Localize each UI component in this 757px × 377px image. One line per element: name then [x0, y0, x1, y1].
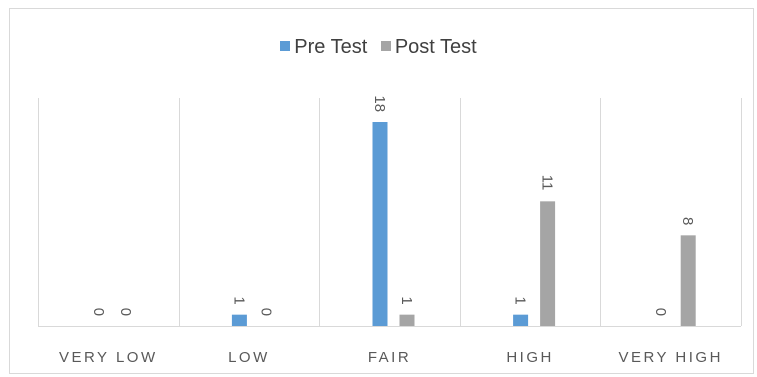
- bar-post-test-high: [540, 201, 556, 326]
- data-label-post-test-fair: 1: [398, 296, 415, 304]
- legend-item-post-test: Post Test: [380, 36, 477, 59]
- data-label-pre-test-very-high: 0: [652, 308, 669, 316]
- data-label-post-test-low: 0: [257, 308, 274, 316]
- category-label-fair: FAIR: [368, 349, 411, 366]
- legend-item-pre-test: Pre Test: [280, 36, 367, 59]
- data-label-post-test-very-low: 0: [117, 308, 134, 316]
- bar-pre-test-fair: [372, 122, 388, 326]
- category-label-very-low: VERY LOW: [59, 349, 158, 366]
- legend-label-post-test: Post Test: [394, 36, 477, 58]
- data-label-post-test-very-high: 8: [679, 217, 696, 225]
- legend-label-pre-test: Pre Test: [294, 36, 368, 58]
- data-label-pre-test-high: 1: [512, 296, 529, 304]
- category-label-very-high: VERY HIGH: [618, 349, 722, 366]
- bar-post-test-fair: [399, 314, 415, 326]
- data-label-pre-test-very-low: 0: [90, 308, 107, 316]
- legend-swatch-post-test: [380, 41, 391, 51]
- category-label-high: HIGH: [506, 349, 554, 366]
- data-label-pre-test-fair: 18: [371, 95, 388, 112]
- data-label-post-test-high: 11: [539, 175, 556, 191]
- chart-legend: Pre Test Post Test: [0, 36, 757, 59]
- category-label-low: LOW: [228, 349, 270, 366]
- data-label-pre-test-low: 1: [230, 296, 247, 304]
- bar-post-test-very-high: [680, 235, 696, 326]
- legend-swatch-pre-test: [280, 41, 291, 51]
- bar-pre-test-high: [513, 314, 529, 326]
- bar-pre-test-low: [231, 314, 247, 326]
